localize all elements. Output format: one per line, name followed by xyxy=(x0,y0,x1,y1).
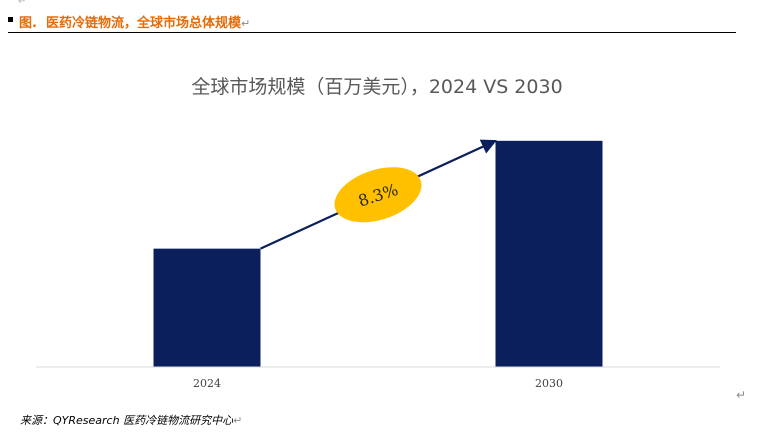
source-note: 来源：QYResearch 医药冷链物流研究中心↵ xyxy=(20,412,242,428)
x-tick-label: 2024 xyxy=(193,377,221,390)
growth-badge xyxy=(334,167,422,223)
return-mark: ↵ xyxy=(233,414,243,427)
return-mark: ↵ xyxy=(241,17,251,30)
chart-title: 全球市场规模（百万美元），2024 VS 2030 xyxy=(191,76,563,98)
paragraph-mark: ↵ xyxy=(18,0,27,7)
figure-header: 图. 医药冷链物流，全球市场总体规模↵ xyxy=(8,12,736,33)
paragraph-mark: ↵ xyxy=(735,388,746,402)
figure-title: 图. 医药冷链物流，全球市场总体规模↵ xyxy=(19,12,250,31)
bar-2024 xyxy=(153,248,261,367)
bullet-icon xyxy=(8,17,13,22)
figure-label: 图. xyxy=(19,16,37,31)
x-tick-label: 2030 xyxy=(535,377,563,390)
figure-title-text: 医药冷链物流，全球市场总体规模 xyxy=(46,16,242,31)
bar-2030 xyxy=(495,140,603,367)
source-label: 来源： xyxy=(20,414,53,427)
source-text: QYResearch 医药冷链物流研究中心 xyxy=(53,414,234,427)
